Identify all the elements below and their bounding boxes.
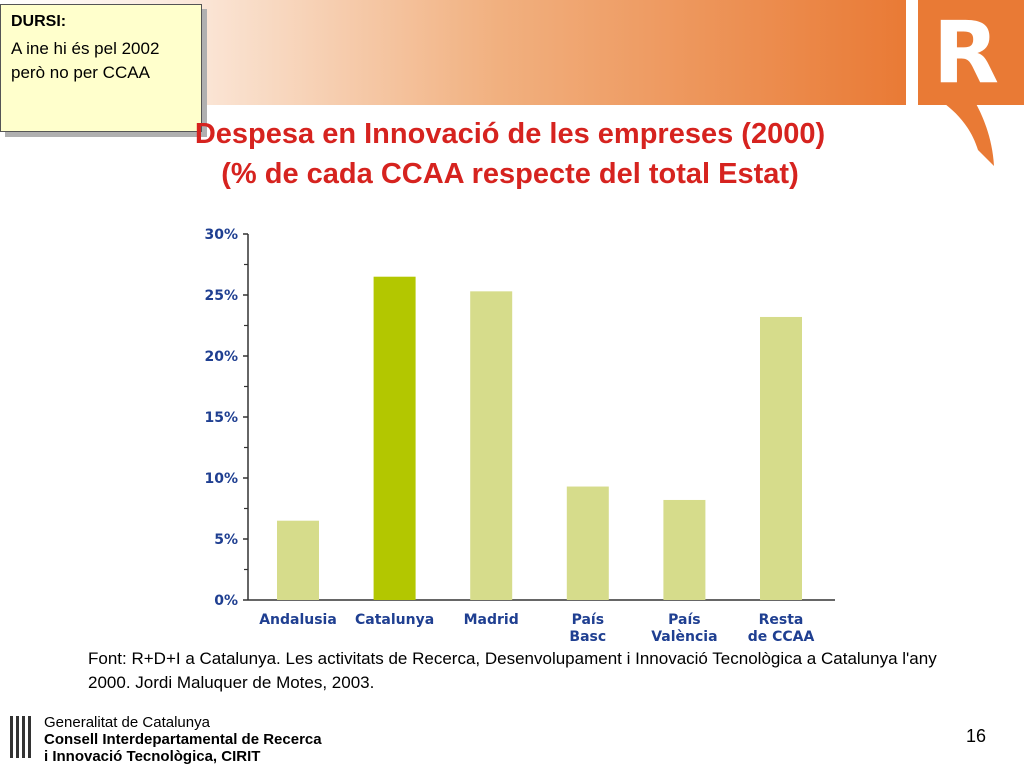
bar: [760, 316, 802, 600]
logo-gap: [906, 0, 918, 105]
x-tick-label-line: Andalusia: [259, 612, 337, 628]
y-tick-label: 20%: [204, 349, 238, 365]
bar-chart: 0% 5% 10% 15% 20% 25% 30% Andalusia Catalunya Ma…: [180, 208, 860, 653]
note-title: DURSI:: [11, 13, 67, 30]
x-tick-label-line: País: [668, 612, 700, 628]
y-axis: 0% 5% 10% 15% 20% 25% 30%: [204, 227, 835, 609]
bar: [470, 291, 513, 600]
x-tick-label-line: Resta: [759, 612, 804, 628]
x-tick-label-line: País: [572, 612, 604, 628]
y-tick-label: 15%: [204, 410, 238, 426]
logo-stripe-2: [16, 716, 19, 758]
dursi-note: DURSI: A ine hi és pel 2002 però no per …: [0, 4, 202, 132]
bars: [277, 276, 802, 600]
source-note: Font: R+D+I a Catalunya. Les activitats …: [88, 649, 937, 692]
bar: [373, 276, 416, 600]
x-tick-label: País València: [651, 612, 717, 645]
bar: [277, 520, 319, 600]
chart-svg: 0% 5% 10% 15% 20% 25% 30% Andalusia Catalunya Ma…: [204, 227, 835, 645]
x-tick-label: Resta de CCAA: [748, 612, 815, 645]
generalitat-logo: [8, 712, 36, 762]
x-tick-label-line: Madrid: [464, 612, 519, 628]
footer-line2: Consell Interdepartamental de Recerca: [44, 731, 322, 748]
x-tick-label-line: Catalunya: [355, 612, 434, 628]
x-tick-label: Catalunya: [355, 612, 434, 628]
y-tick-label: 25%: [204, 288, 238, 304]
bar: [663, 499, 706, 600]
logo-stripe-3: [22, 716, 25, 758]
r-logo: R: [906, 0, 1024, 200]
page-number: 16: [966, 726, 987, 746]
r-logo-graphic: R: [906, 0, 1024, 166]
slide-title-line2: (% de cada CCAA respecte del total Estat…: [221, 158, 799, 190]
logo-letter: R: [933, 3, 999, 103]
footer-line1: Generalitat de Catalunya: [44, 714, 210, 731]
y-tick-label: 30%: [204, 227, 238, 243]
x-tick-label: Andalusia: [259, 612, 337, 628]
bar: [566, 486, 609, 600]
logo-stripe-4: [28, 716, 31, 758]
logo-tail: [918, 0, 1018, 166]
footer-line3: i Innovació Tecnològica, CIRIT: [44, 748, 261, 765]
note-body: A ine hi és pel 2002 però no per CCAA: [11, 39, 160, 82]
x-tick-label-line: Basc: [569, 629, 606, 645]
y-tick-label: 10%: [204, 471, 238, 487]
x-tick-label-line: València: [651, 629, 717, 645]
footer-text: Generalitat de Catalunya Consell Interde…: [44, 714, 322, 765]
x-tick-label-line: de CCAA: [748, 629, 815, 645]
y-tick-label: 5%: [214, 532, 238, 548]
y-tick-label: 0%: [214, 593, 238, 609]
x-tick-label: País Basc: [569, 612, 606, 645]
slide-title-line1: Despesa en Innovació de les empreses (20…: [194, 118, 826, 150]
logo-stripe-1: [10, 716, 13, 758]
x-tick-label: Madrid: [464, 612, 519, 628]
slide-title: Despesa en Innovació de les empreses (20…: [120, 114, 900, 194]
